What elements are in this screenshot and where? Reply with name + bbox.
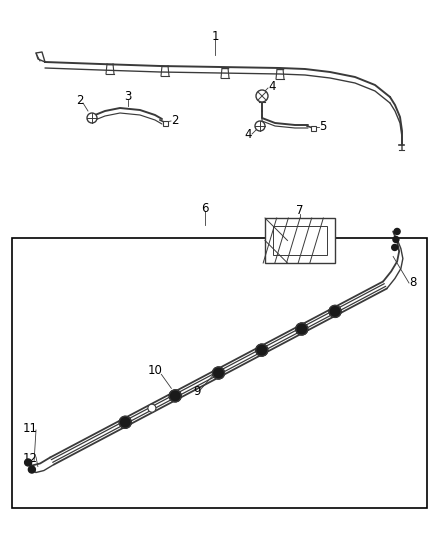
- Text: 4: 4: [268, 79, 276, 93]
- Circle shape: [394, 229, 400, 235]
- Text: 5: 5: [319, 120, 327, 133]
- Bar: [163, 121, 168, 126]
- Text: 3: 3: [124, 91, 132, 103]
- Text: 2: 2: [76, 94, 84, 108]
- Circle shape: [256, 90, 268, 102]
- Text: 11: 11: [22, 422, 38, 434]
- Bar: [265, 218, 335, 263]
- Bar: [273, 226, 327, 255]
- Circle shape: [28, 466, 35, 473]
- Text: 4: 4: [244, 128, 252, 141]
- Text: 1: 1: [211, 29, 219, 43]
- Circle shape: [87, 113, 97, 123]
- Text: 12: 12: [22, 451, 38, 464]
- Text: 7: 7: [296, 205, 304, 217]
- Text: 10: 10: [148, 364, 163, 377]
- Circle shape: [148, 404, 156, 412]
- Bar: [12, 238, 427, 508]
- Text: 9: 9: [193, 385, 200, 398]
- Circle shape: [169, 390, 181, 402]
- Circle shape: [393, 237, 399, 243]
- Circle shape: [119, 416, 131, 429]
- Text: 8: 8: [410, 277, 417, 289]
- Bar: [311, 126, 316, 131]
- Text: 2: 2: [171, 115, 179, 127]
- Circle shape: [296, 323, 308, 335]
- Text: 6: 6: [201, 201, 209, 214]
- Circle shape: [255, 121, 265, 131]
- Circle shape: [256, 344, 268, 356]
- Circle shape: [212, 367, 225, 379]
- Circle shape: [392, 245, 398, 251]
- Circle shape: [329, 305, 341, 317]
- Circle shape: [25, 459, 32, 466]
